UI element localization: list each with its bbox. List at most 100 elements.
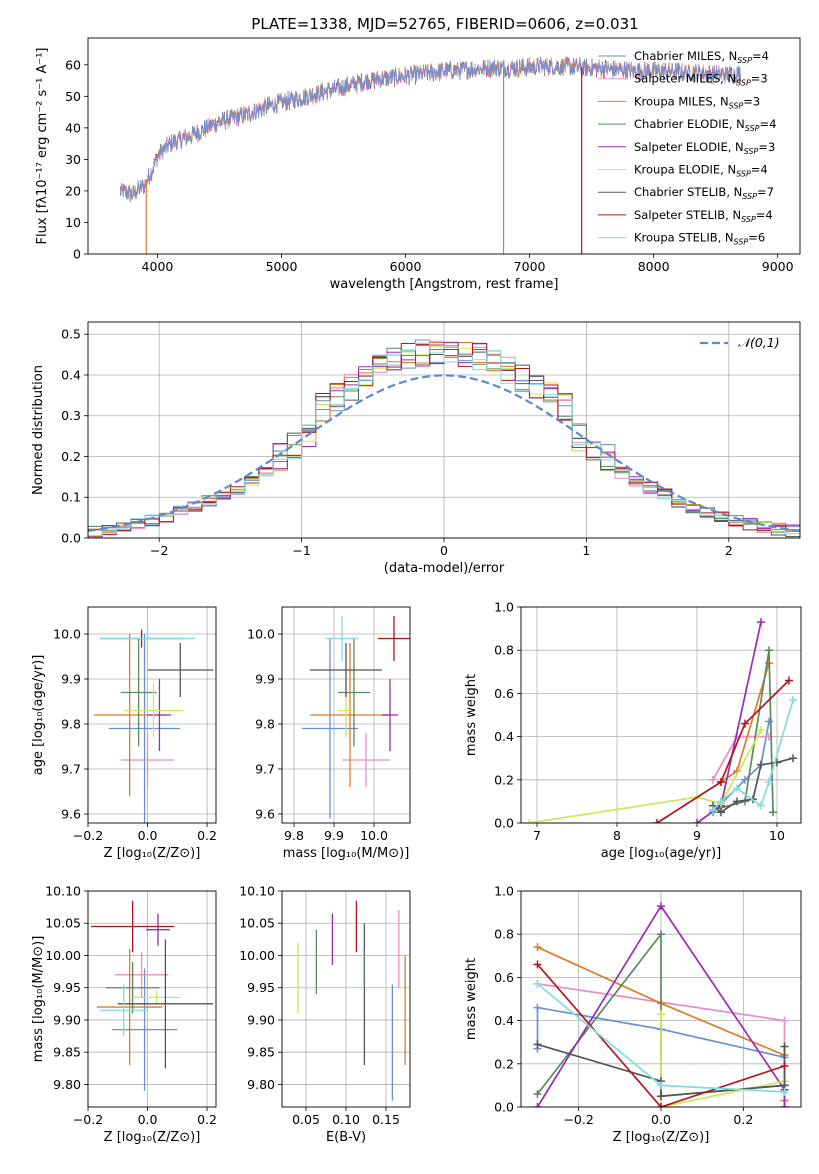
x-tick-label: 0.2 [197, 828, 217, 843]
x-axis-label: Z [log₁₀(Z/Z⊙)] [104, 846, 201, 861]
weight-marker [657, 1081, 665, 1090]
x-tick-label: 4000 [142, 259, 174, 274]
weight-marker [733, 797, 741, 806]
y-tick-label: 9.95 [53, 980, 81, 995]
y-tick-label: 1.0 [494, 884, 514, 899]
x-axis-label: (data-model)/error [384, 561, 505, 576]
y-tick-label: 10.0 [247, 627, 275, 642]
y-tick-label: 0.1 [61, 490, 81, 505]
weight-marker [709, 806, 717, 815]
weight-line [660, 1014, 785, 1107]
weight-marker [533, 1103, 542, 1107]
weight-marker [765, 646, 773, 655]
y-tick-label: 10.00 [239, 948, 275, 963]
weight-marker [785, 676, 793, 685]
panel-spectrum: 4000 5000 6000 7000 8000 9000 0 10 20 30 40 50 60 wav… [35, 37, 801, 292]
legend-label: Chabrier STELIB, NSSP=7 [634, 185, 774, 201]
x-axis-label: Z [log₁₀(Z/Z⊙)] [104, 1130, 201, 1145]
y-tick-label: 10.10 [239, 884, 275, 899]
y-tick-label: 40 [65, 120, 81, 135]
y-tick-label: 60 [65, 57, 81, 72]
y-tick-label: 20 [65, 183, 81, 198]
y-axis-label: Normed distribution [31, 365, 46, 495]
y-tick-label: 0.3 [61, 408, 81, 423]
histogram-step [88, 345, 800, 537]
legend: Chabrier MILES, NSSP=4 Salpeter MILES, NS… [598, 49, 776, 247]
x-tick-label: −2 [150, 543, 168, 558]
x-tick-label: 0.0 [138, 828, 158, 843]
weight-marker [780, 1061, 789, 1070]
x-tick-label: 0.0 [651, 1112, 671, 1127]
y-tick-label: 9.85 [53, 1045, 81, 1060]
axes-frame [281, 606, 411, 824]
weight-line [712, 650, 774, 813]
y-tick-label: 0.4 [494, 729, 514, 744]
spectrum-line [120, 56, 741, 202]
axes-frame [87, 606, 217, 824]
weight-marker [717, 797, 725, 806]
y-tick-label: 9.9 [255, 672, 275, 687]
y-tick-label: 10.10 [45, 884, 81, 899]
x-tick-label: 7000 [514, 259, 546, 274]
y-tick-label: 50 [65, 89, 81, 104]
weight-line [536, 1006, 785, 1059]
weight-marker [733, 784, 741, 793]
y-tick-label: 0.0 [61, 531, 81, 546]
weight-marker [653, 819, 661, 823]
y-tick-label: 9.7 [61, 762, 81, 777]
y-tick-label: 0.6 [494, 686, 514, 701]
x-tick-label: 8 [613, 828, 621, 843]
y-tick-label: 0.2 [61, 449, 81, 464]
axes-frame [87, 890, 217, 1108]
weight-line [712, 699, 794, 811]
panel-weight-vs-Z: −0.2 0.0 0.2 0.0 0.2 0.4 0.6 0.8 1.0 Z [log₁₀(Z/Z… [464, 884, 802, 1145]
weight-marker [789, 754, 797, 763]
x-tick-label: −0.2 [73, 828, 103, 843]
panel-mass-vs-EBV: 0.05 0.10 0.15 9.80 9.85 9.90 9.95 10.00 10.05 10… [239, 884, 411, 1145]
y-tick-label: 9.80 [53, 1077, 81, 1092]
legend-label: Salpeter MILES, NSSP=3 [634, 72, 768, 88]
weight-marker [717, 808, 725, 817]
x-tick-label: −0.2 [73, 1112, 103, 1127]
y-axis-label: Flux [fλ10⁻¹⁷ erg cm⁻² s⁻¹ A⁻¹] [35, 48, 50, 245]
y-tick-label: 0.6 [494, 970, 514, 985]
histogram-step [88, 342, 800, 537]
y-tick-label: 9.8 [255, 717, 275, 732]
weight-line [536, 904, 786, 1107]
y-tick-label: 9.7 [255, 762, 275, 777]
legend-label: Chabrier ELODIE, NSSP=4 [634, 117, 776, 133]
weight-marker [657, 902, 665, 911]
legend-label: Kroupa ELODIE, NSSP=4 [634, 163, 768, 179]
weight-marker [533, 960, 542, 969]
x-tick-label: 9.9 [324, 828, 344, 843]
x-tick-label: 0.0 [138, 1112, 158, 1127]
x-tick-label: 9.8 [284, 828, 304, 843]
axes-frame [281, 890, 411, 1108]
y-tick-label: 0 [73, 247, 81, 262]
x-tick-label: 0.10 [332, 1112, 360, 1127]
legend-label: Chabrier MILES, NSSP=4 [634, 49, 769, 65]
axes-frame [87, 37, 801, 255]
x-axis-label: Z [log₁₀(Z/Z⊙)] [613, 1130, 710, 1145]
panel-weight-vs-age: 7 8 9 10 0.0 0.2 0.4 0.6 0.8 1.0 age [log₁₀(age/yr… [464, 600, 802, 861]
axes-frame [87, 321, 801, 539]
panel-age-vs-Z: −0.2 0.0 0.2 9.6 9.7 9.8 9.9 10.0 Z [log₁₀(Z/Z⊙)… [31, 606, 217, 861]
y-tick-label: 10.05 [45, 916, 81, 931]
weight-marker [780, 1042, 789, 1051]
legend-label: Kroupa STELIB, NSSP=6 [634, 231, 765, 247]
weight-line [712, 721, 770, 813]
weight-marker [533, 943, 542, 952]
y-axis-label: mass weight [464, 958, 479, 1040]
weight-line [536, 963, 785, 1107]
weight-marker [757, 618, 765, 627]
y-tick-label: 0.5 [61, 327, 81, 342]
y-tick-label: 9.90 [247, 1012, 275, 1027]
weight-marker [757, 801, 765, 810]
plot-area [120, 56, 741, 254]
x-axis-label: E(B-V) [326, 1130, 366, 1145]
panel-residuals: −2 −1 0 1 2 0.0 0.1 0.2 0.3 0.4 0.5 (data-model)/er… [31, 321, 801, 576]
y-tick-label: 9.95 [247, 980, 275, 995]
plot-area [93, 625, 214, 823]
y-tick-label: 0.8 [494, 643, 514, 658]
